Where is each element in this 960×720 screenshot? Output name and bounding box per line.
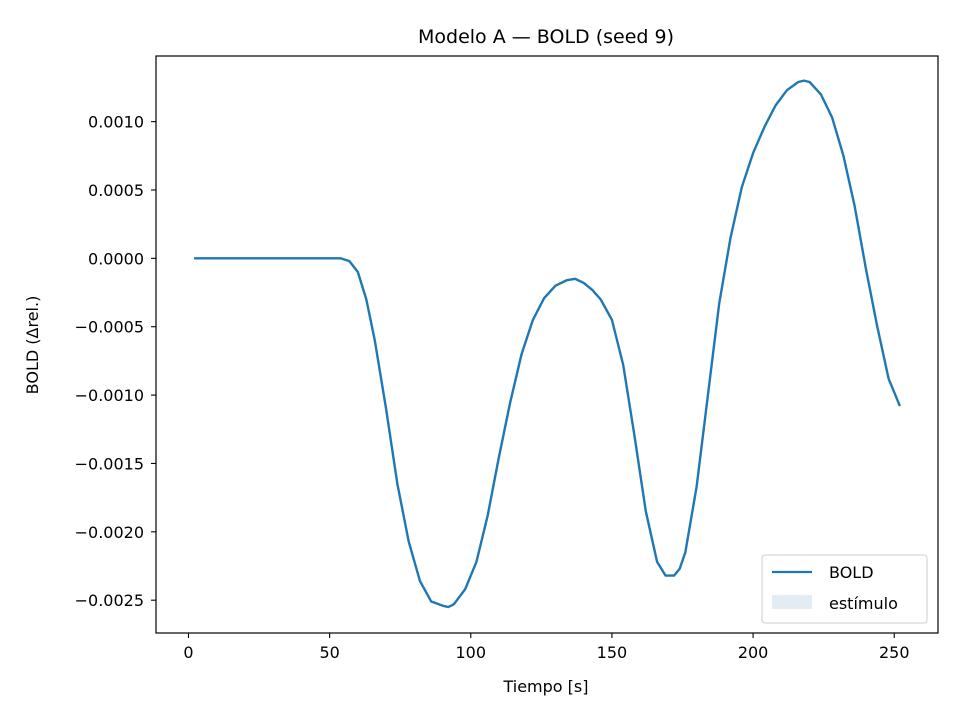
y-tick-label: −0.0010 (75, 386, 144, 405)
plot-frame (155, 55, 939, 634)
y-tick-label: −0.0015 (75, 454, 144, 473)
legend-label-bold: BOLD (829, 563, 874, 582)
y-axis: 0.0010 0.0005 0.0000 −0.0005 −0.0010 −0.0015 −… (75, 113, 156, 610)
y-tick-label: 0.0010 (88, 113, 144, 132)
legend-patch-swatch (772, 595, 812, 609)
y-tick-label: −0.0020 (75, 523, 144, 542)
legend-label-estimulo: estímulo (829, 594, 898, 613)
legend: BOLD estímulo (761, 554, 928, 624)
plot-area (194, 79, 901, 609)
x-axis: 0 50 100 150 200 250 (183, 633, 910, 662)
x-tick-label: 50 (319, 643, 339, 662)
x-axis-title: Tiempo [s] (502, 677, 588, 696)
y-axis-title: BOLD (Δrel.) (23, 296, 42, 395)
x-tick-label: 150 (597, 643, 628, 662)
x-tick-label: 250 (879, 643, 910, 662)
x-tick-label: 0 (183, 643, 193, 662)
y-tick-label: −0.0025 (75, 591, 144, 610)
y-tick-label: −0.0005 (75, 318, 144, 337)
y-tick-label: 0.0000 (88, 249, 144, 268)
chart-title: Modelo A — BOLD (seed 9) (418, 26, 674, 48)
x-tick-label: 100 (456, 643, 487, 662)
series-line-bold (194, 79, 901, 609)
x-tick-label: 200 (738, 643, 769, 662)
y-tick-label: 0.0005 (88, 181, 144, 200)
